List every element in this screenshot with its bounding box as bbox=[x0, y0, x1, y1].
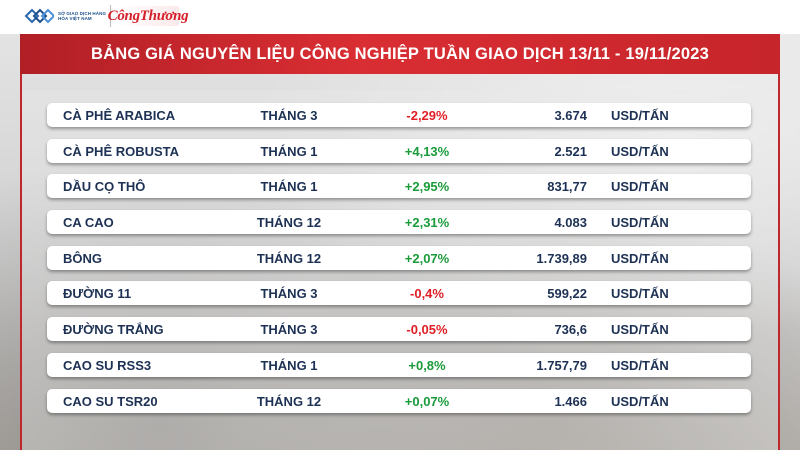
price-value: 4.083 bbox=[554, 215, 587, 231]
price-value: 1.739,89 bbox=[536, 250, 587, 266]
contract-month: THÁNG 12 bbox=[256, 250, 322, 266]
table-row: ĐƯỜNG 11 THÁNG 3 -0,4% 599,22 USD/TẤN bbox=[47, 281, 751, 306]
price-value: 2.521 bbox=[554, 143, 587, 159]
commodity-name: CAO SU RSS3 bbox=[63, 357, 152, 373]
sgd-logo-icon bbox=[24, 6, 54, 26]
commodity-name: CAO SU TSR20 bbox=[63, 393, 158, 409]
price-unit: USD/TẤN bbox=[611, 393, 669, 409]
price-unit: USD/TẤN bbox=[611, 108, 669, 123]
price-unit: USD/TẤN bbox=[611, 322, 669, 338]
table-row: CÀ PHÊ ROBUSTA THÁNG 1 +4,13% 2.521 USD/… bbox=[47, 138, 751, 163]
price-value: 1.466 bbox=[554, 393, 587, 409]
contract-month: THÁNG 1 bbox=[260, 143, 318, 159]
table-row: CA CAO THÁNG 12 +2,31% 4.083 USD/TẤN bbox=[47, 210, 751, 235]
commodity-name: CÀ PHÊ ARABICA bbox=[63, 108, 176, 123]
contract-month: THÁNG 3 bbox=[260, 108, 318, 123]
table-row: BÔNG THÁNG 12 +2,07% 1.739,89 USD/TẤN bbox=[47, 245, 751, 270]
price-value: 3.674 bbox=[554, 108, 587, 123]
price-change: +0,8% bbox=[408, 357, 446, 373]
commodity-name: ĐƯỜNG TRẮNG bbox=[63, 322, 164, 338]
price-unit: USD/TẤN bbox=[611, 215, 669, 231]
contract-month: THÁNG 3 bbox=[260, 322, 318, 338]
table-row: CÀ PHÊ ARABICA THÁNG 3 -2,29% 3.674 USD/… bbox=[47, 103, 751, 127]
logo-divider bbox=[110, 5, 111, 27]
price-unit: USD/TẤN bbox=[611, 179, 669, 195]
price-unit: USD/TẤN bbox=[611, 286, 669, 302]
price-change: +0,07% bbox=[404, 393, 450, 409]
top-logo-bar: SỞ GIAO DỊCH HÀNG HÓA VIỆT NAM CôngThươn… bbox=[0, 0, 800, 34]
title-banner: BẢNG GIÁ NGUYÊN LIỆU CÔNG NGHIỆP TUẦN GI… bbox=[20, 34, 780, 74]
price-value: 1.757,79 bbox=[536, 357, 587, 373]
price-change: +2,31% bbox=[404, 215, 450, 231]
price-value: 599,22 bbox=[547, 286, 587, 302]
page-title: BẢNG GIÁ NGUYÊN LIỆU CÔNG NGHIỆP TUẦN GI… bbox=[90, 44, 710, 63]
price-change: +2,95% bbox=[404, 179, 450, 195]
commodity-name: CÀ PHÊ ROBUSTA bbox=[63, 143, 180, 159]
price-value: 736,6 bbox=[554, 322, 587, 338]
price-value: 831,77 bbox=[547, 179, 587, 195]
price-change: +2,07% bbox=[404, 250, 450, 266]
price-change: -2,29% bbox=[406, 108, 448, 123]
congthuong-logo: CôngThương bbox=[108, 6, 189, 26]
contract-month: THÁNG 12 bbox=[256, 393, 322, 409]
contract-month: THÁNG 1 bbox=[260, 357, 318, 373]
sgd-logo-text: SỞ GIAO DỊCH HÀNG HÓA VIỆT NAM bbox=[58, 10, 107, 22]
table-row: DẦU CỌ THÔ THÁNG 1 +2,95% 831,77 USD/TẤN bbox=[47, 174, 751, 199]
contract-month: THÁNG 3 bbox=[260, 286, 318, 302]
contract-month: THÁNG 1 bbox=[260, 179, 318, 195]
price-table: CÀ PHÊ ARABICA THÁNG 3 -2,29% 3.674 USD/… bbox=[47, 103, 751, 424]
contract-month: THÁNG 12 bbox=[256, 215, 322, 231]
table-row: CAO SU RSS3 THÁNG 1 +0,8% 1.757,79 USD/T… bbox=[47, 352, 751, 377]
right-border-line bbox=[778, 34, 780, 450]
price-unit: USD/TẤN bbox=[611, 250, 669, 266]
table-row: ĐƯỜNG TRẮNG THÁNG 3 -0,05% 736,6 USD/TẤN bbox=[47, 317, 751, 342]
commodity-name: BÔNG bbox=[63, 250, 102, 266]
price-unit: USD/TẤN bbox=[611, 357, 669, 373]
price-change: -0,4% bbox=[410, 286, 444, 302]
commodity-name: CA CAO bbox=[63, 215, 114, 231]
price-change: +4,13% bbox=[404, 143, 450, 159]
sgd-logo: SỞ GIAO DỊCH HÀNG HÓA VIỆT NAM bbox=[24, 6, 110, 26]
commodity-name: DẦU CỌ THÔ bbox=[63, 179, 146, 195]
price-change: -0,05% bbox=[406, 322, 448, 338]
price-unit: USD/TẤN bbox=[611, 143, 669, 159]
left-border-line bbox=[20, 34, 22, 450]
table-row: CAO SU TSR20 THÁNG 12 +0,07% 1.466 USD/T… bbox=[47, 388, 751, 413]
commodity-name: ĐƯỜNG 11 bbox=[63, 286, 132, 302]
